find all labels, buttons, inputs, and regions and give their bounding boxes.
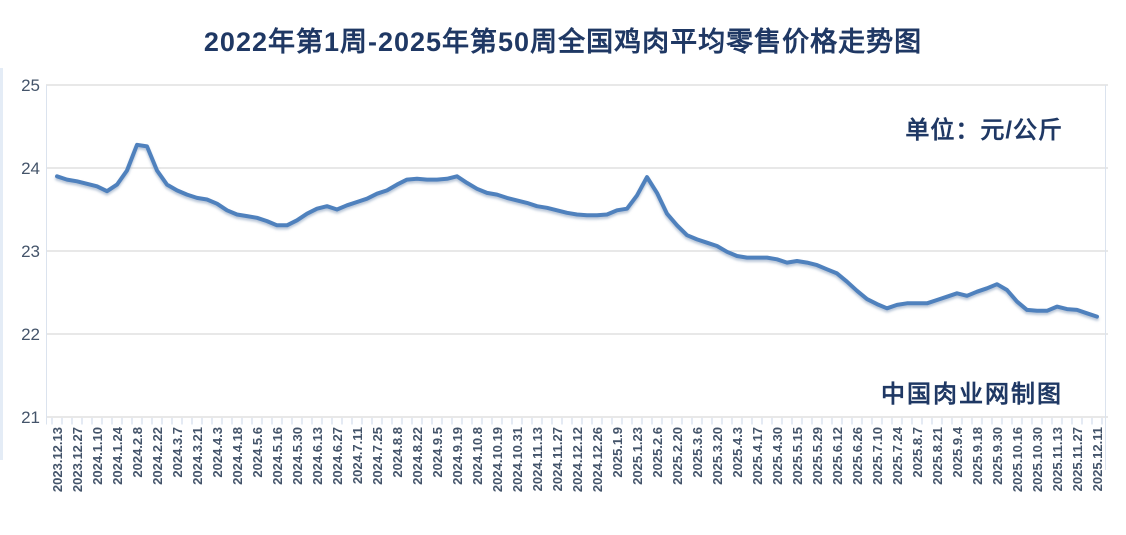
x-axis-label: 2024.9.19 <box>450 427 465 485</box>
x-axis-label: 2025.7.24 <box>890 426 905 485</box>
x-axis-label: 2025.7.10 <box>870 427 885 485</box>
x-axis-label: 2025.9.4 <box>950 426 965 477</box>
x-axis-label: 2024.6.13 <box>310 427 325 485</box>
x-axis-label: 2025.2.20 <box>670 427 685 485</box>
x-axis-label: 2025.3.20 <box>710 427 725 485</box>
x-axis-label: 2024.7.11 <box>350 427 365 484</box>
unit-label: 单位：元/公斤 <box>905 117 1063 144</box>
x-axis-label: 2025.10.30 <box>1030 427 1045 492</box>
x-axis-label: 2025.1.23 <box>630 427 645 485</box>
y-axis-label: 22 <box>21 325 40 344</box>
x-axis-label: 2025.1.9 <box>610 427 625 478</box>
x-axis-ticks <box>51 418 1103 425</box>
x-axis-label: 2025.9.30 <box>990 427 1005 485</box>
x-axis-label: 2024.10.31 <box>510 427 525 492</box>
chart-title: 2022年第1周-2025年第50周全国鸡肉平均零售价格走势图 <box>203 27 923 57</box>
x-axis-label: 2024.5.30 <box>290 427 305 485</box>
y-axis-label: 24 <box>21 159 40 178</box>
x-axis-label: 2024.8.22 <box>410 427 425 485</box>
x-axis-label: 2025.5.15 <box>790 427 805 485</box>
x-axis-label: 2024.2.22 <box>150 427 165 485</box>
credit-label: 中国肉业网制图 <box>881 381 1063 408</box>
x-axis-label: 2024.2.8 <box>130 427 145 478</box>
x-axis-label: 2025.4.3 <box>730 427 745 478</box>
x-axis-label: 2023.12.27 <box>70 427 85 492</box>
x-axis-label: 2025.5.29 <box>810 427 825 485</box>
x-axis-label: 2024.5.6 <box>250 427 265 478</box>
y-axis-label: 23 <box>21 242 40 261</box>
x-axis-label: 2024.8.8 <box>390 427 405 478</box>
x-axis-label: 2024.4.3 <box>210 427 225 478</box>
x-axis-label: 2024.6.27 <box>330 427 345 485</box>
x-axis-label: 2025.8.7 <box>910 427 925 478</box>
x-axis-label: 2024.10.19 <box>490 427 505 492</box>
x-axis-label: 2025.12.11 <box>1090 427 1105 491</box>
x-axis-label: 2024.4.18 <box>230 427 245 485</box>
x-axis-label: 2023.12.13 <box>50 427 65 492</box>
x-axis-label: 2024.7.25 <box>370 427 385 485</box>
x-axis-label: 2025.4.17 <box>750 427 765 485</box>
x-axis-label: 2025.4.30 <box>770 427 785 485</box>
y-axis-label: 25 <box>21 76 40 95</box>
x-axis-label: 2025.6.26 <box>850 427 865 485</box>
price-line <box>55 142 1099 319</box>
x-axis-label: 2024.3.21 <box>190 427 205 485</box>
gridlines <box>46 84 1108 418</box>
plot-area-border <box>46 85 1106 470</box>
price-line-group <box>55 142 1099 319</box>
x-axis-label: 2024.10.8 <box>470 427 485 485</box>
x-axis-label: 2024.11.13 <box>530 427 545 491</box>
x-axis-label: 2025.10.16 <box>1010 427 1025 492</box>
window-edge <box>0 68 3 460</box>
x-axis-label: 2024.9.5 <box>430 427 445 478</box>
x-axis-label: 2025.11.13 <box>1050 427 1065 491</box>
x-axis-label: 2025.3.6 <box>690 427 705 478</box>
x-axis-label: 2024.3.7 <box>170 427 185 478</box>
x-axis-label: 2024.11.27 <box>550 427 565 491</box>
x-axis-label: 2025.11.27 <box>1070 427 1085 491</box>
x-axis-label: 2024.12.26 <box>590 427 605 492</box>
x-axis-label: 2025.9.18 <box>970 427 985 485</box>
x-axis-label: 2024.1.24 <box>110 426 125 485</box>
x-axis-label: 2024.1.10 <box>90 427 105 485</box>
x-axis-labels: 2023.12.13 2023.12.27 2024.1.10 2024.1.24 20… <box>50 426 1105 492</box>
y-axis-label: 21 <box>21 408 40 427</box>
y-axis-labels: 25 24 23 22 21 <box>21 76 40 427</box>
x-axis-label: 2025.8.21 <box>930 427 945 485</box>
x-axis-label: 2024.12.12 <box>570 427 585 492</box>
x-axis-label: 2025.6.12 <box>830 427 845 485</box>
x-axis-label: 2025.2.6 <box>650 427 665 478</box>
x-axis-label: 2024.5.16 <box>270 427 285 485</box>
